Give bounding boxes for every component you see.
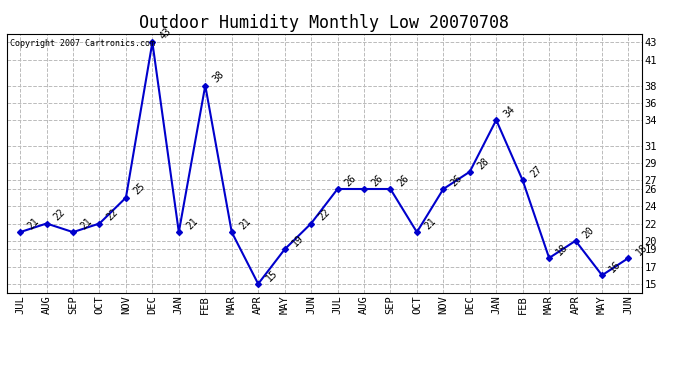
Text: 26: 26 bbox=[370, 173, 385, 188]
Text: 21: 21 bbox=[237, 216, 253, 231]
Text: 21: 21 bbox=[26, 216, 41, 231]
Text: 26: 26 bbox=[396, 173, 411, 188]
Text: 22: 22 bbox=[52, 207, 68, 223]
Text: 18: 18 bbox=[634, 242, 649, 257]
Text: 27: 27 bbox=[529, 164, 544, 180]
Text: 18: 18 bbox=[555, 242, 570, 257]
Text: 15: 15 bbox=[264, 268, 279, 283]
Text: 26: 26 bbox=[449, 173, 464, 188]
Text: 21: 21 bbox=[79, 216, 94, 231]
Text: 43: 43 bbox=[158, 26, 173, 42]
Text: 34: 34 bbox=[502, 104, 518, 119]
Text: 20: 20 bbox=[581, 225, 597, 240]
Text: 21: 21 bbox=[184, 216, 200, 231]
Text: 22: 22 bbox=[317, 207, 332, 223]
Text: 28: 28 bbox=[475, 156, 491, 171]
Text: 22: 22 bbox=[105, 207, 121, 223]
Text: 26: 26 bbox=[343, 173, 359, 188]
Text: 21: 21 bbox=[422, 216, 438, 231]
Text: 25: 25 bbox=[132, 182, 147, 197]
Text: 38: 38 bbox=[211, 69, 226, 85]
Text: 16: 16 bbox=[608, 259, 623, 274]
Text: Copyright 2007 Cartronics.com: Copyright 2007 Cartronics.com bbox=[10, 39, 155, 48]
Text: 19: 19 bbox=[290, 233, 306, 249]
Title: Outdoor Humidity Monthly Low 20070708: Outdoor Humidity Monthly Low 20070708 bbox=[139, 14, 509, 32]
